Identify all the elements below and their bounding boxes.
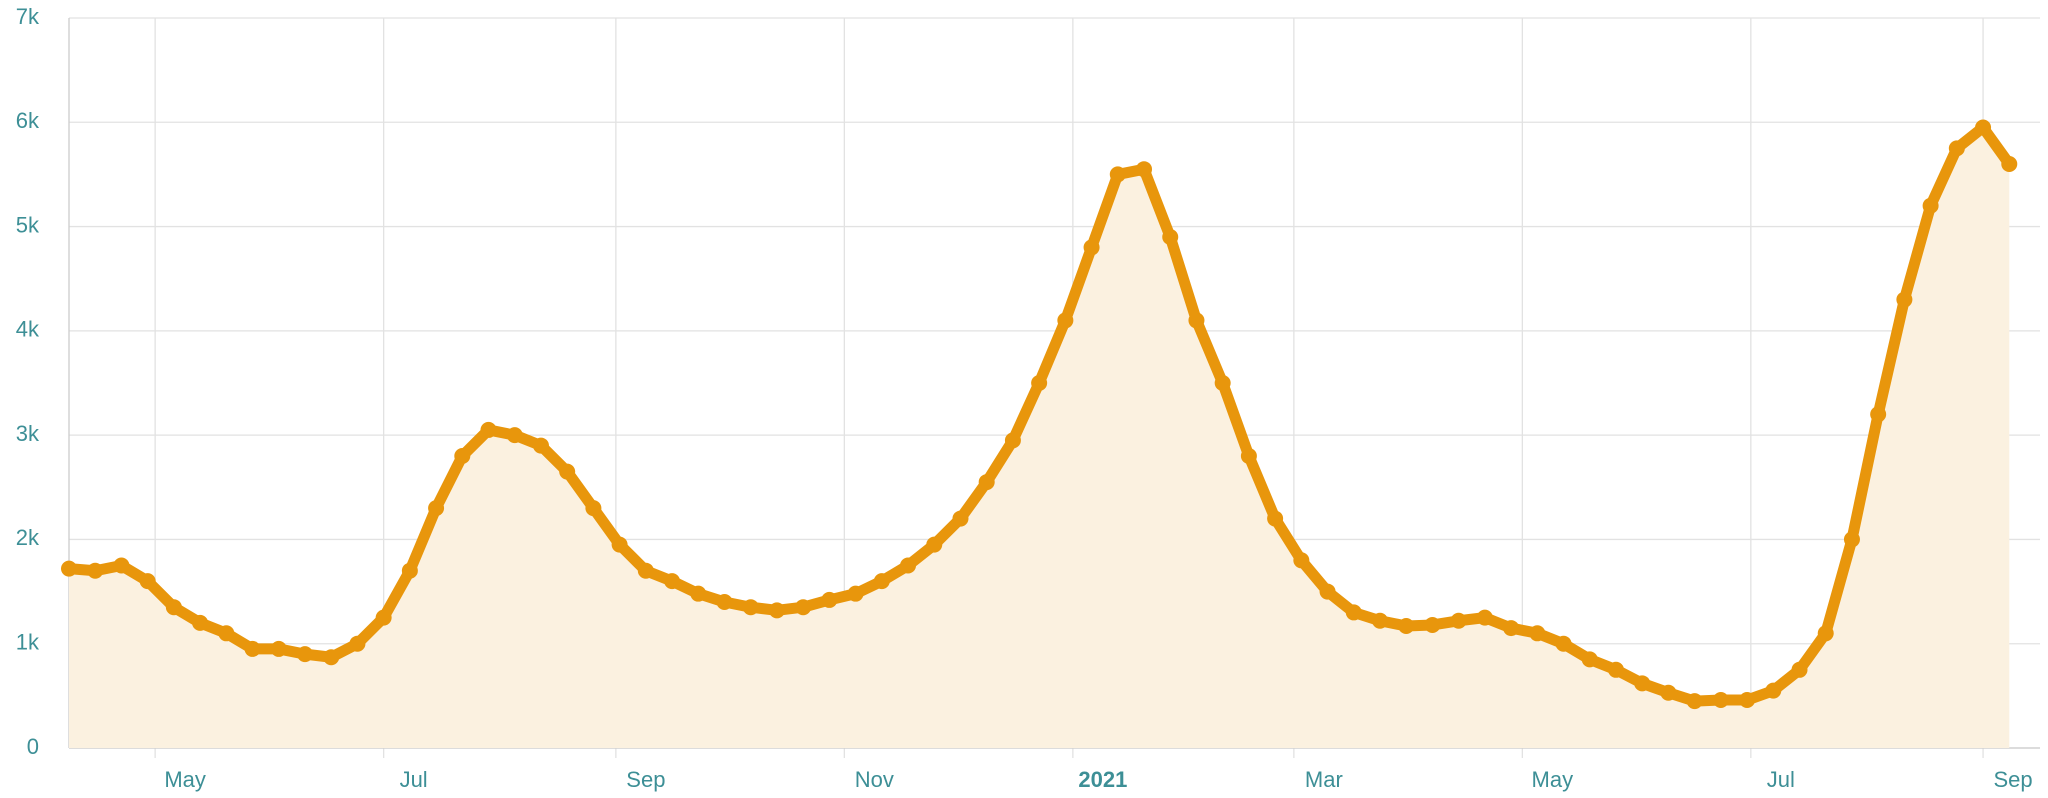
- point: [1109, 166, 1126, 183]
- point: [218, 625, 235, 642]
- point: [1555, 635, 1572, 652]
- point: [1319, 583, 1336, 600]
- point: [900, 557, 917, 574]
- x-tick-label: Mar: [1305, 767, 1343, 792]
- point: [1240, 448, 1257, 464]
- point: [296, 646, 313, 663]
- y-tick-label: 2k: [16, 525, 40, 550]
- point: [532, 437, 549, 454]
- point: [1634, 675, 1651, 692]
- point: [768, 602, 785, 619]
- point: [1975, 119, 1992, 136]
- point: [716, 594, 733, 610]
- x-tick-label: Sep: [1993, 767, 2032, 792]
- point: [1083, 239, 1100, 256]
- point: [1712, 692, 1729, 709]
- x-tick-label: Jul: [1767, 767, 1795, 792]
- x-tick-label: May: [164, 767, 206, 792]
- y-tick-label: 4k: [16, 317, 40, 342]
- point: [61, 560, 77, 577]
- point: [1031, 375, 1048, 391]
- y-tick-label: 0: [27, 734, 39, 759]
- point: [1739, 692, 1756, 709]
- point: [192, 614, 209, 631]
- point: [585, 500, 602, 517]
- x-tick-label: Jul: [400, 767, 428, 792]
- point: [323, 649, 340, 666]
- point: [1503, 620, 1520, 637]
- point: [1791, 661, 1808, 678]
- point: [1293, 552, 1310, 569]
- area: [69, 127, 2010, 748]
- point: [1660, 684, 1677, 701]
- point: [506, 427, 523, 444]
- point: [1843, 531, 1860, 548]
- point: [1004, 432, 1021, 449]
- y-tick-label: 6k: [16, 108, 40, 133]
- point: [873, 573, 890, 590]
- point: [139, 573, 156, 590]
- point: [1817, 625, 1834, 642]
- point: [1345, 604, 1362, 621]
- point: [1581, 651, 1598, 668]
- point: [87, 562, 104, 579]
- point: [559, 463, 576, 480]
- point: [1371, 612, 1388, 629]
- point: [1765, 682, 1782, 699]
- x-tick-label: 2021: [1078, 767, 1127, 792]
- point: [926, 536, 943, 553]
- x-tick-label: May: [1532, 767, 1574, 792]
- x-tick-label: Nov: [855, 767, 894, 792]
- point: [375, 609, 392, 626]
- point: [1398, 617, 1415, 634]
- point: [1162, 229, 1179, 245]
- y-tick-label: 7k: [16, 4, 40, 29]
- point: [428, 500, 445, 517]
- point: [2001, 156, 2018, 172]
- point: [1267, 510, 1284, 527]
- point: [1948, 140, 1965, 157]
- point: [165, 599, 182, 616]
- point: [1922, 197, 1939, 214]
- y-tick-label: 3k: [16, 421, 40, 446]
- point: [1424, 616, 1441, 633]
- point: [270, 640, 287, 657]
- point: [1529, 625, 1546, 642]
- point: [952, 510, 969, 527]
- point: [1686, 693, 1703, 710]
- point: [821, 591, 838, 608]
- point: [664, 573, 681, 590]
- point: [1896, 291, 1913, 308]
- point: [480, 421, 497, 438]
- point: [113, 557, 130, 574]
- point: [742, 599, 759, 616]
- point: [637, 562, 654, 579]
- x-tick-label: Sep: [626, 767, 665, 792]
- point: [1607, 661, 1624, 678]
- point: [454, 448, 471, 464]
- y-tick-label: 1k: [16, 630, 40, 655]
- point: [1214, 375, 1231, 391]
- point: [349, 635, 366, 652]
- point: [244, 640, 261, 657]
- point: [1188, 312, 1205, 329]
- point: [1870, 406, 1887, 423]
- point: [795, 599, 812, 616]
- point: [611, 536, 628, 553]
- y-tick-label: 5k: [16, 212, 40, 237]
- point: [690, 585, 707, 602]
- point: [401, 562, 418, 579]
- point: [847, 585, 864, 602]
- point: [1136, 161, 1153, 178]
- point: [1476, 609, 1493, 626]
- point: [978, 474, 995, 491]
- point: [1057, 312, 1074, 329]
- point: [1450, 612, 1467, 629]
